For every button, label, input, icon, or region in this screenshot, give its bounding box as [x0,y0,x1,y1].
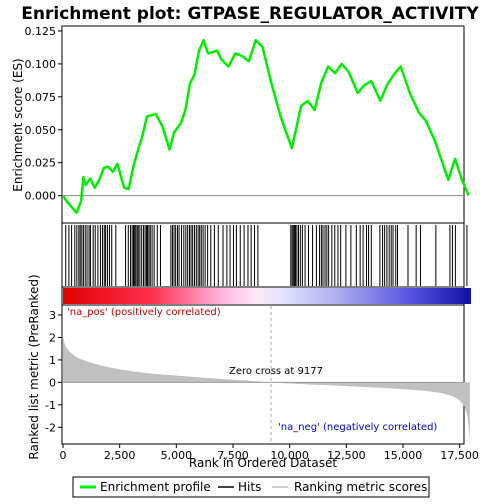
es-tick-label: 0.025 [25,157,57,170]
x-tick-label: 7,500 [217,449,249,462]
pos-label: 'na_pos' (positively correlated) [67,307,221,318]
es-tick-label: 0.100 [25,58,57,71]
es-tick-label: 0.075 [25,91,57,104]
metric-tick-label: -2 [45,421,56,434]
x-tick-label: 0 [60,449,67,462]
x-tick-label: 2,500 [104,449,136,462]
legend-profile-label: Enrichment profile [100,480,211,494]
chart-title: Enrichment plot: GTPASE_REGULATOR_ACTIVI… [21,4,479,24]
y-axis-label-metric: Ranked list metric (PreRanked) [27,274,41,459]
zero-cross-label: Zero cross at 9177 [229,366,323,377]
enrichment-profile-line [61,38,470,215]
x-tick-label: 10,000 [270,449,309,462]
x-tick-label: 12,500 [327,449,366,462]
legend: Enrichment profile Hits Ranking metric s… [72,476,430,498]
rank-colorbar [63,288,471,304]
es-tick-label: 0.050 [25,124,57,137]
neg-label: 'na_neg' (negatively correlated) [278,422,437,433]
y-axis-label-es: Enrichment score (ES) [11,58,25,191]
x-tick-label: 17,500 [440,449,479,462]
x-tick-label: 5,000 [161,449,193,462]
metric-tick-label: 1 [49,354,56,367]
es-tick-label: 0.000 [25,190,57,203]
legend-hits-label: Hits [238,480,261,494]
metric-tick-label: -1 [45,399,56,412]
metric-panel [61,304,465,445]
x-tick-label: 15,000 [384,449,423,462]
metric-tick-label: 3 [49,309,56,322]
x-axis-label: Rank in Ordered Dataset [189,456,337,470]
metric-tick-label: 0 [49,376,56,389]
es-tick-label: 0.125 [25,25,57,38]
metric-tick-label: 2 [49,331,56,344]
legend-metric-label: Ranking metric scores [294,480,427,494]
